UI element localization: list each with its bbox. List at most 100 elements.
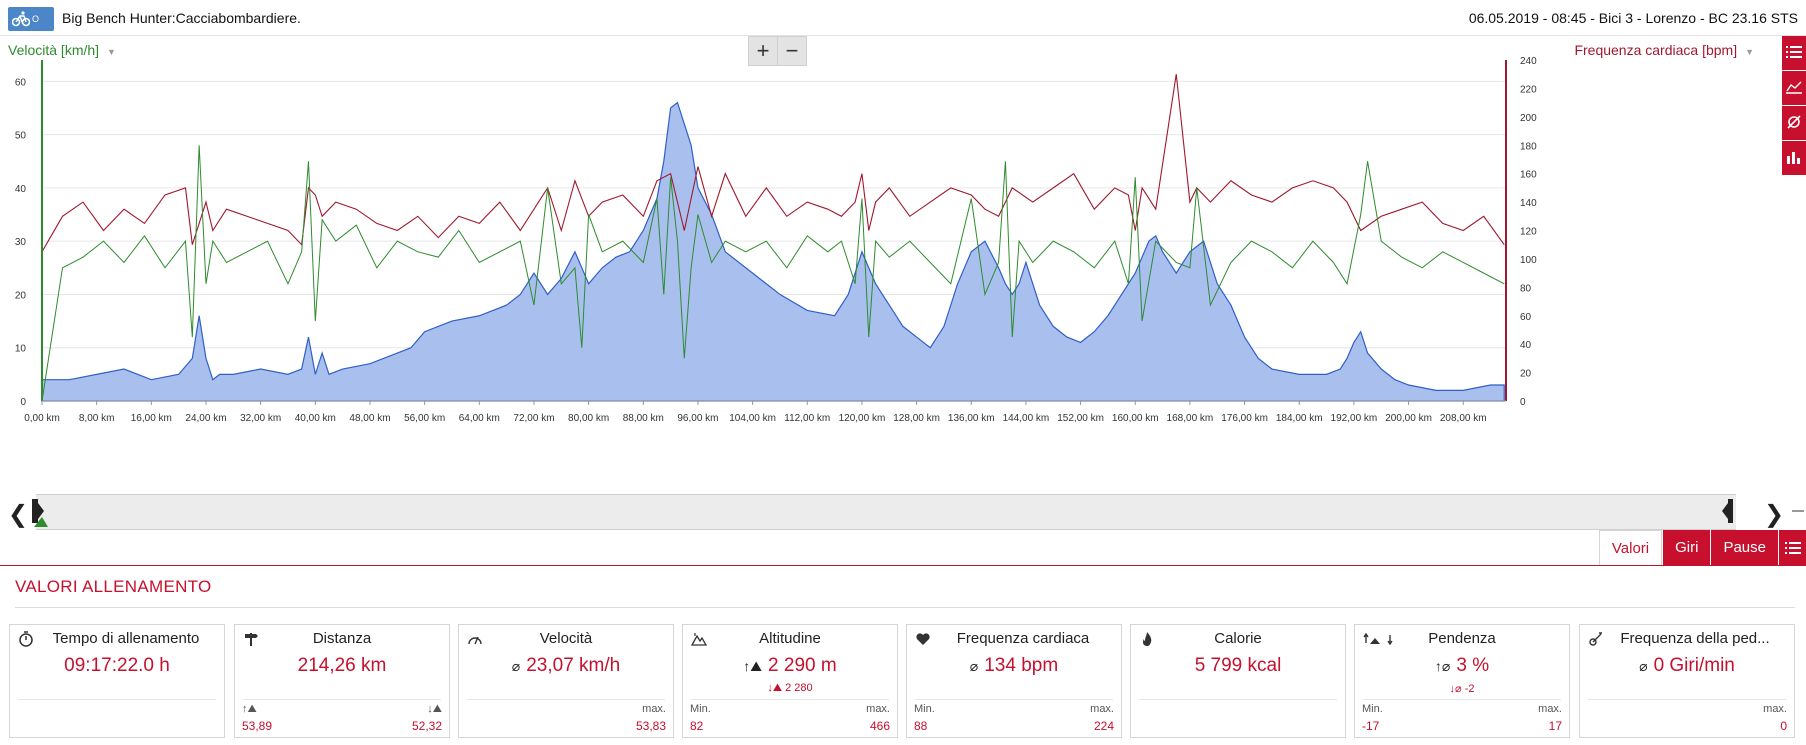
max-value: 17 <box>1548 719 1562 733</box>
line-chart-icon <box>1786 81 1802 94</box>
left-tick-label: 40 <box>15 184 27 195</box>
card-label: Pendenza <box>1428 630 1496 647</box>
scroll-right-arrow[interactable]: ❯ <box>1764 501 1785 528</box>
range-start-handle-icon[interactable] <box>28 495 50 529</box>
x-tick-label: 24,00 km <box>185 413 226 424</box>
left-tick-label: 20 <box>15 290 27 301</box>
average-icon <box>1787 115 1801 129</box>
x-tick-label: 208,00 km <box>1440 413 1487 424</box>
x-tick-label: 0,00 km <box>24 413 60 424</box>
min-value: 82 <box>690 719 704 733</box>
x-tick-label: 200,00 km <box>1385 413 1432 424</box>
x-tick-label: 112,00 km <box>784 413 830 424</box>
left-tick-label: 50 <box>15 131 27 142</box>
average-icon: ⌀ <box>1639 658 1648 674</box>
card-value: 2 290 m <box>768 655 837 676</box>
heart-icon <box>916 633 930 645</box>
workout-meta: 06.05.2019 - 08:45 - Bici 3 - Lorenzo - … <box>1468 10 1798 26</box>
card-altitude: Altitudine ↑⛰ 2 290 m ↓⛰ 2 280 Min. max. … <box>682 624 898 738</box>
card-value-row: ⌀ 23,07 km/h <box>459 655 673 677</box>
right-tick-label: 120 <box>1520 227 1537 238</box>
card-value: 134 bpm <box>984 655 1059 676</box>
x-tick-label: 32,00 km <box>240 413 281 424</box>
max-value: 466 <box>869 719 890 733</box>
tab-pause[interactable]: Pause <box>1710 530 1778 566</box>
right-tick-label: 180 <box>1520 141 1537 152</box>
tab-valori[interactable]: Valori <box>1598 530 1663 566</box>
tabs-underline <box>0 565 1806 566</box>
range-end-handle-icon[interactable] <box>1720 495 1734 529</box>
downhill-icon: ↓⛰ <box>427 703 442 715</box>
x-tick-label: 144,00 km <box>1003 413 1050 424</box>
series-altitude-area <box>41 101 1505 402</box>
x-tick-label: 96,00 km <box>677 413 718 424</box>
card-value: 09:17:22.0 h <box>64 655 170 676</box>
line-chart-button[interactable] <box>1782 71 1806 105</box>
max-value: 224 <box>1093 719 1114 733</box>
slope-icon <box>1363 632 1393 646</box>
card-label: Distanza <box>312 630 372 647</box>
x-tick-label: 192,00 km <box>1331 413 1378 424</box>
max-label: max. <box>642 703 666 715</box>
zoom-out-button[interactable]: − <box>777 36 807 66</box>
card-separator <box>243 699 441 700</box>
max-label: max. <box>1763 703 1787 715</box>
tabs-menu-button[interactable] <box>1778 530 1806 566</box>
downhill-distance: 52,32 <box>411 719 442 733</box>
min-value: -17 <box>1362 719 1380 733</box>
left-axis-selector[interactable]: Velocità [km/h] ▼ <box>8 42 116 58</box>
min-label: Min. <box>1362 703 1383 715</box>
card-value-row: ↑⛰ 2 290 m <box>683 655 897 677</box>
max-label: max. <box>1090 703 1114 715</box>
top-bar: O RDB Big Bench Hunter:Cacciabombardiere… <box>0 0 1806 48</box>
x-tick-label: 168,00 km <box>1167 413 1214 424</box>
right-axis-title: Frequenza cardiaca [bpm] <box>1574 42 1738 58</box>
logo-text: O RDB <box>32 14 52 48</box>
zoom-in-button[interactable]: + <box>748 36 778 66</box>
x-tick-label: 160,00 km <box>1112 413 1159 424</box>
list-view-button[interactable] <box>1782 36 1806 70</box>
range-scrubber[interactable]: ❮ ❯ <box>0 494 1806 530</box>
uphill-distance: 53,89 <box>242 719 273 733</box>
card-value-row: ⌀ 0 Giri/min <box>1580 655 1794 677</box>
uphill-icon: ↑⛰ <box>242 703 257 715</box>
workout-chart[interactable]: 0 10 20 30 40 50 60 0 20 40 60 80 100 120 140 160 180 200… <box>0 56 1780 456</box>
chevron-down-icon: ▼ <box>1745 47 1754 57</box>
app-logo[interactable]: O RDB <box>8 7 54 48</box>
chart-panel: Velocità [km/h] ▼ + − Frequenza cardiaca … <box>0 36 1806 496</box>
card-separator <box>691 699 889 700</box>
card-separator <box>1139 699 1337 700</box>
card-separator <box>18 699 216 700</box>
x-tick-label: 56,00 km <box>404 413 445 424</box>
scrubber-divider <box>1792 510 1804 512</box>
card-label: Velocità <box>539 630 593 647</box>
x-tick-label: 128,00 km <box>893 413 940 424</box>
card-separator <box>467 699 665 700</box>
card-value: 23,07 km/h <box>526 655 621 676</box>
max-value: 53,83 <box>635 719 666 733</box>
x-tick-label: 136,00 km <box>948 413 995 424</box>
average-button[interactable] <box>1782 106 1806 140</box>
tab-giri[interactable]: Giri <box>1662 530 1711 566</box>
max-value: 0 <box>1780 719 1787 733</box>
x-tick-label: 64,00 km <box>459 413 500 424</box>
card-separator <box>915 699 1113 700</box>
scroll-left-arrow[interactable]: ❮ <box>8 501 29 528</box>
card-label: Frequenza cardiaca <box>956 630 1090 647</box>
bicycle-icon <box>12 11 30 27</box>
left-axis-title: Velocità [km/h] <box>8 42 100 58</box>
right-tick-label: 220 <box>1520 84 1537 95</box>
x-tick-label: 16,00 km <box>131 413 172 424</box>
section-divider <box>15 607 1795 608</box>
card-value: 0 Giri/min <box>1653 655 1735 676</box>
scrubber-track[interactable] <box>32 494 1736 530</box>
left-tick-label: 0 <box>20 397 26 408</box>
x-tick-label: 8,00 km <box>79 413 115 424</box>
card-calories: Calorie 5 799 kcal <box>1130 624 1346 738</box>
bar-chart-button[interactable] <box>1782 141 1806 175</box>
x-tick-label: 176,00 km <box>1221 413 1268 424</box>
card-value: 3 % <box>1456 655 1490 676</box>
x-tick-label: 184,00 km <box>1276 413 1323 424</box>
right-axis-selector[interactable]: Frequenza cardiaca [bpm] ▼ <box>1574 42 1754 58</box>
uphill-average-icon: ↑⌀ <box>1434 658 1451 674</box>
